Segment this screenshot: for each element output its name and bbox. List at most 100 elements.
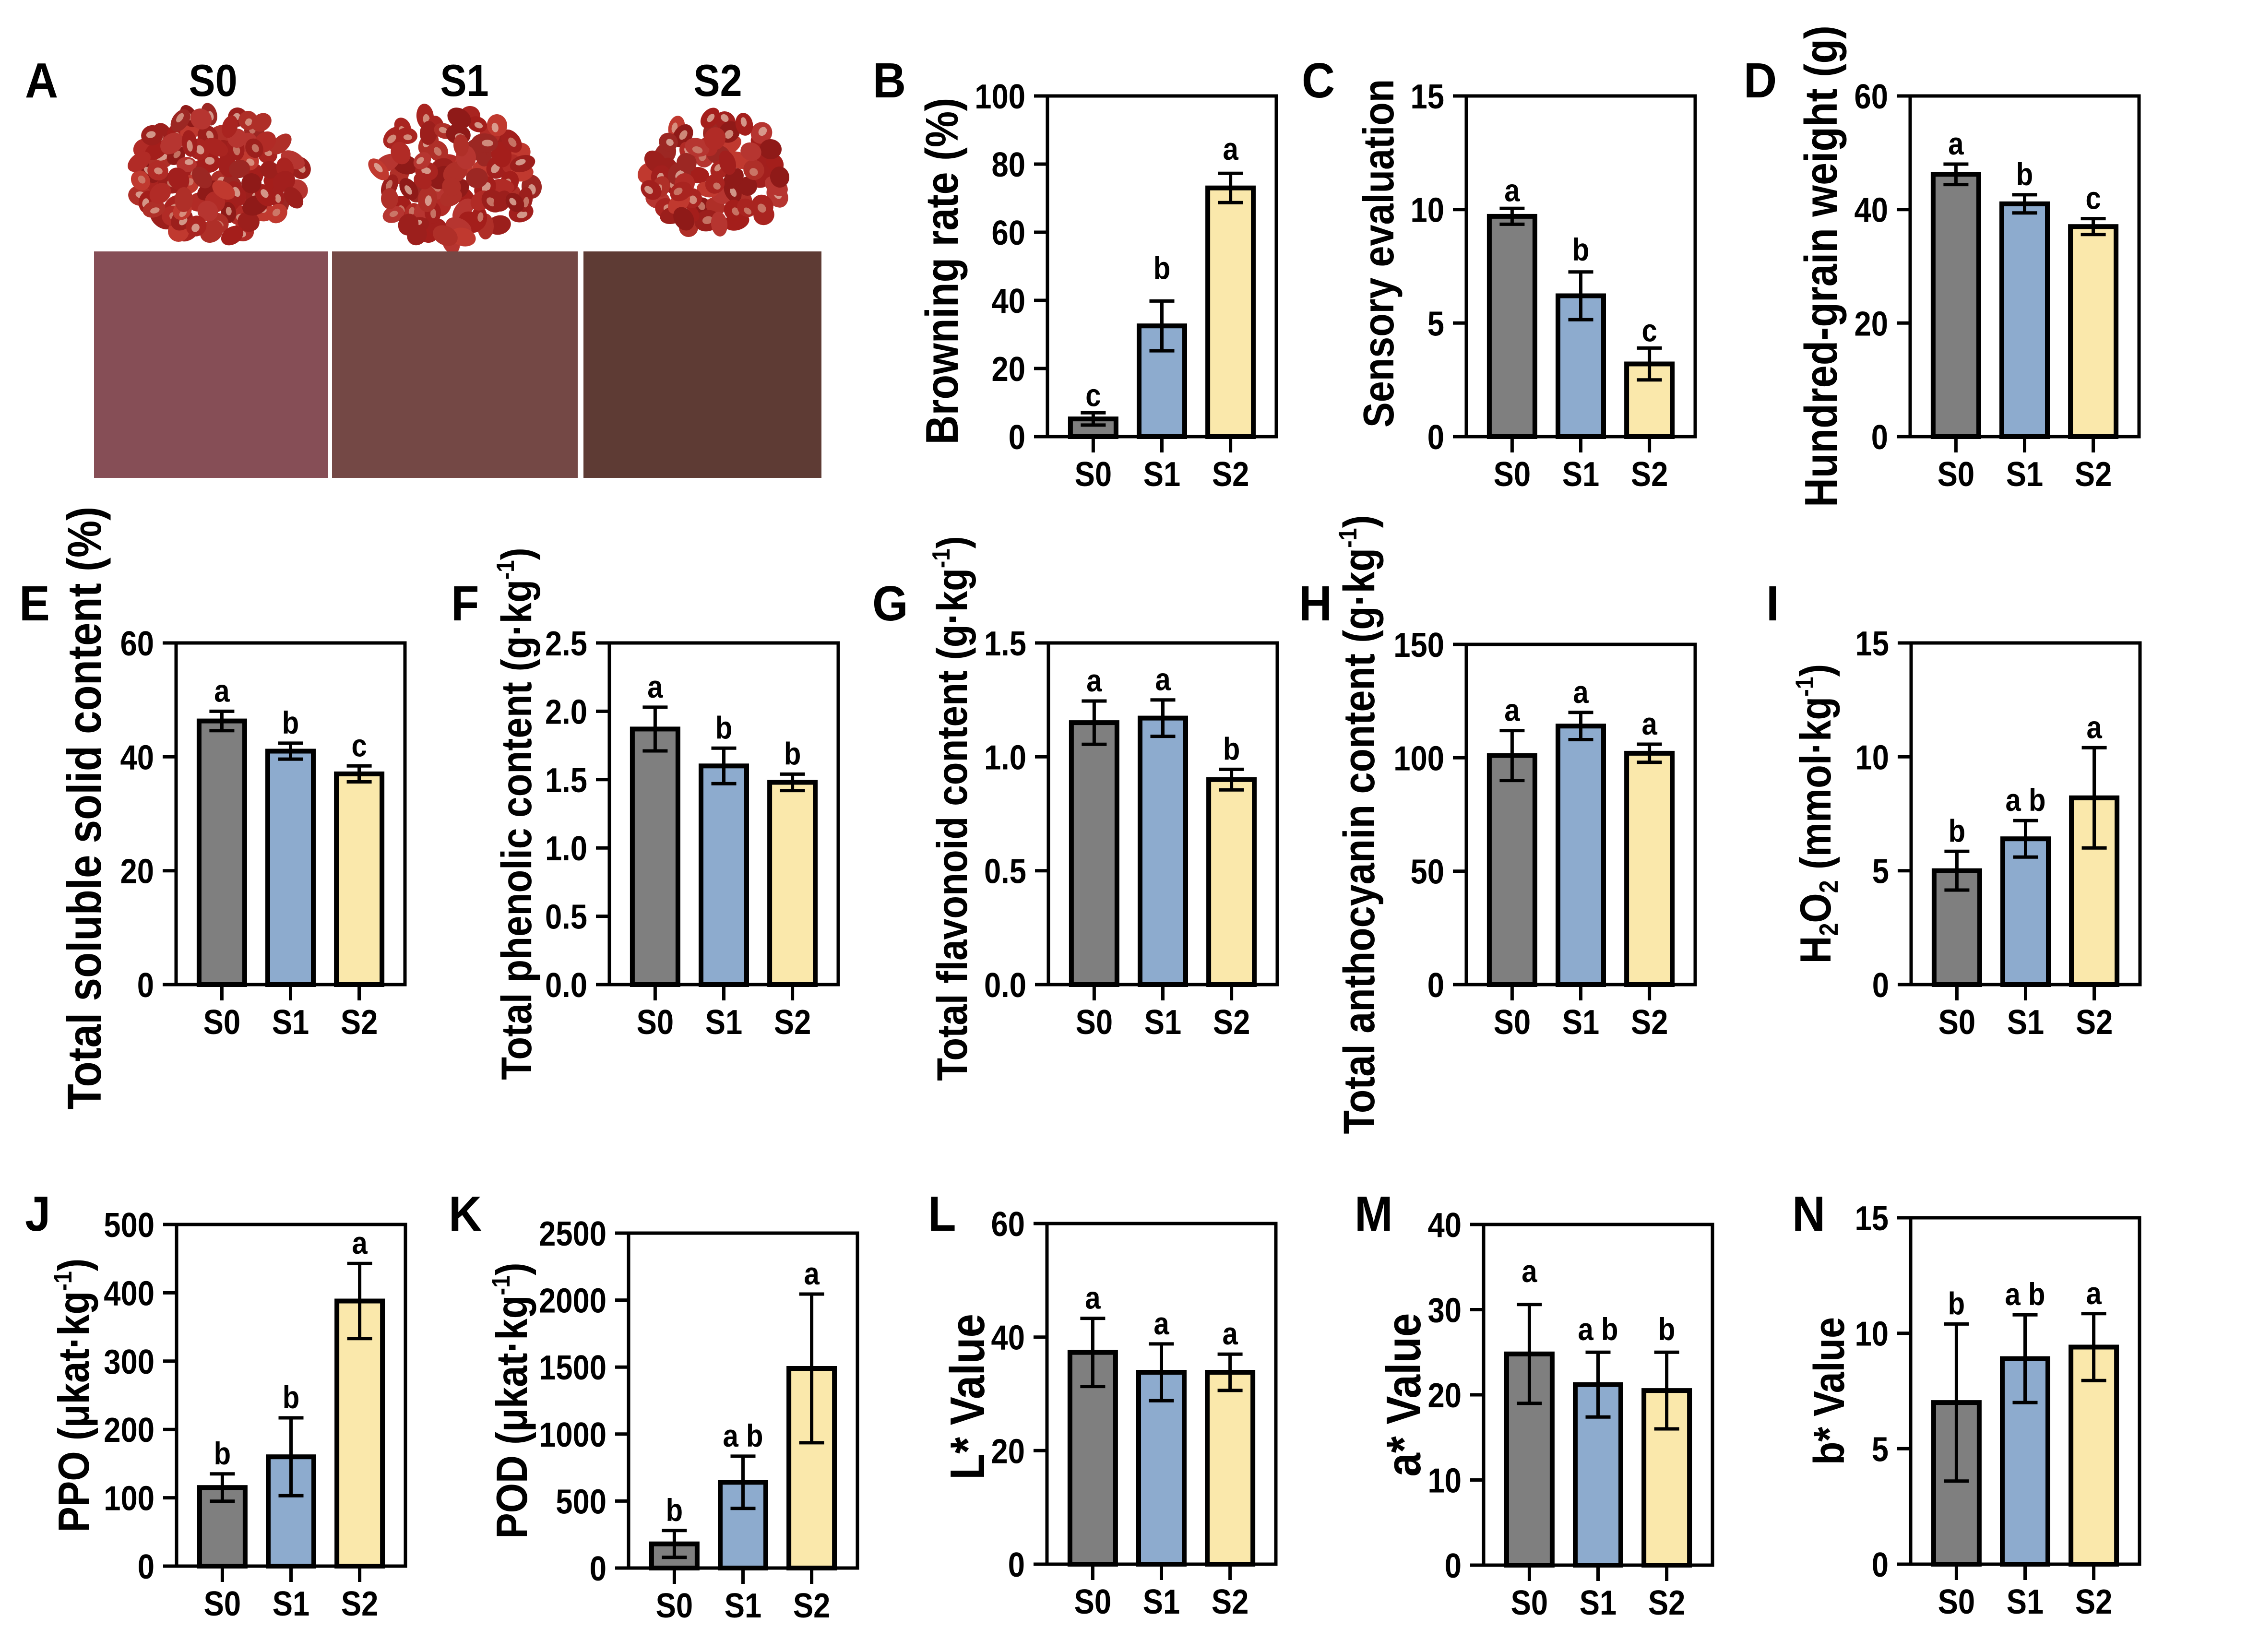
svg-text:S2: S2 — [774, 1003, 811, 1042]
svg-text:40: 40 — [1428, 1206, 1462, 1245]
svg-text:H2​O2​ (mmol·kg-1​): H2​O2​ (mmol·kg-1​) — [1790, 664, 1843, 964]
svg-text:b: b — [1949, 814, 1965, 849]
svg-text:Total anthocyanin content (g·k: Total anthocyanin content (g·kg-1​) — [1333, 515, 1384, 1134]
svg-text:S2: S2 — [1212, 1583, 1248, 1621]
svg-text:0: 0 — [1445, 1547, 1462, 1585]
svg-text:S1: S1 — [273, 1585, 309, 1623]
svg-text:H: H — [1299, 576, 1332, 631]
svg-text:S2: S2 — [341, 1003, 378, 1042]
svg-text:S2: S2 — [1213, 1003, 1250, 1042]
svg-text:S1: S1 — [1143, 1583, 1180, 1621]
svg-text:20: 20 — [120, 853, 154, 891]
svg-text:S0: S0 — [203, 1003, 240, 1042]
svg-text:PPO (μkat·kg-1​): PPO (μkat·kg-1​) — [48, 1259, 98, 1533]
svg-text:a: a — [1153, 1307, 1169, 1342]
svg-text:Total flavonoid content (g·kg-: Total flavonoid content (g·kg-1​) — [927, 536, 976, 1081]
svg-text:1500: 1500 — [539, 1349, 606, 1387]
svg-text:S1: S1 — [440, 55, 488, 106]
svg-text:S0: S0 — [204, 1585, 241, 1623]
svg-text:S1: S1 — [1562, 455, 1599, 494]
svg-text:10: 10 — [1855, 1315, 1889, 1354]
svg-text:a: a — [214, 674, 230, 709]
svg-text:G: G — [872, 576, 908, 631]
svg-text:1.0: 1.0 — [984, 739, 1026, 777]
svg-text:S1: S1 — [705, 1003, 742, 1042]
svg-text:b: b — [282, 706, 299, 741]
svg-text:M: M — [1355, 1187, 1393, 1242]
svg-text:A: A — [25, 53, 58, 108]
svg-text:a b: a b — [1578, 1312, 1618, 1347]
svg-text:a: a — [647, 670, 663, 705]
svg-text:a: a — [1222, 1317, 1238, 1352]
svg-text:S1: S1 — [2006, 455, 2043, 494]
svg-text:S1: S1 — [272, 1003, 309, 1042]
svg-text:15: 15 — [1411, 78, 1444, 116]
svg-text:S2: S2 — [1212, 455, 1249, 494]
svg-text:b: b — [1658, 1312, 1675, 1347]
svg-text:S0: S0 — [1075, 455, 1112, 494]
svg-text:1.5: 1.5 — [545, 761, 587, 800]
svg-text:100: 100 — [104, 1480, 155, 1518]
svg-text:Total phenolic content (g·kg-1: Total phenolic content (g·kg-1​) — [492, 547, 540, 1080]
svg-text:K: K — [449, 1187, 482, 1242]
svg-text:0.0: 0.0 — [545, 966, 587, 1005]
svg-text:5: 5 — [1872, 853, 1889, 891]
svg-text:a: a — [804, 1257, 820, 1292]
svg-text:50: 50 — [1411, 853, 1444, 891]
svg-text:S2: S2 — [1631, 1003, 1668, 1042]
svg-text:0: 0 — [1872, 1546, 1889, 1584]
svg-text:b: b — [666, 1493, 683, 1528]
svg-text:Hundred-grain weight (g): Hundred-grain weight (g) — [1795, 25, 1847, 507]
svg-text:S0: S0 — [656, 1587, 693, 1625]
svg-text:L: L — [928, 1187, 956, 1242]
svg-text:Sensory evaluation: Sensory evaluation — [1354, 79, 1403, 428]
svg-text:E: E — [19, 576, 50, 631]
svg-text:a: a — [1223, 132, 1238, 167]
svg-text:20: 20 — [1855, 305, 1888, 344]
svg-text:0: 0 — [590, 1550, 606, 1588]
svg-text:S2: S2 — [2075, 1583, 2112, 1621]
svg-text:b: b — [715, 711, 732, 746]
svg-text:a b: a b — [2005, 1277, 2045, 1312]
svg-text:2000: 2000 — [539, 1282, 606, 1320]
svg-text:S0: S0 — [1494, 455, 1531, 494]
svg-text:a b: a b — [2006, 783, 2046, 818]
svg-text:300: 300 — [104, 1343, 155, 1381]
svg-text:J: J — [25, 1187, 50, 1242]
svg-text:N: N — [1792, 1187, 1825, 1242]
svg-text:0: 0 — [1008, 1546, 1025, 1584]
svg-text:b: b — [2016, 157, 2033, 192]
svg-text:0: 0 — [1871, 418, 1888, 457]
svg-text:60: 60 — [991, 1205, 1025, 1244]
svg-text:S0: S0 — [1938, 1003, 1975, 1042]
svg-text:b: b — [214, 1436, 231, 1471]
svg-text:100: 100 — [1393, 740, 1444, 778]
svg-text:a: a — [1948, 127, 1964, 162]
svg-text:150: 150 — [1393, 626, 1444, 665]
svg-text:30: 30 — [1428, 1292, 1462, 1330]
svg-text:a: a — [1085, 1281, 1101, 1316]
svg-text:500: 500 — [104, 1206, 155, 1245]
svg-text:10: 10 — [1428, 1462, 1462, 1500]
svg-text:c: c — [1085, 378, 1101, 413]
svg-text:S1: S1 — [1580, 1584, 1617, 1622]
svg-text:0: 0 — [137, 966, 154, 1005]
svg-text:a: a — [1155, 662, 1171, 697]
svg-text:S2: S2 — [793, 1587, 830, 1625]
svg-text:a: a — [1504, 173, 1520, 208]
svg-text:40: 40 — [120, 739, 154, 777]
svg-text:2.5: 2.5 — [545, 625, 587, 663]
svg-text:1.5: 1.5 — [984, 625, 1026, 663]
svg-text:2.0: 2.0 — [545, 693, 587, 732]
svg-text:80: 80 — [992, 146, 1025, 184]
svg-text:S1: S1 — [1143, 455, 1180, 494]
svg-text:S0: S0 — [1938, 1583, 1975, 1621]
svg-text:40: 40 — [991, 1319, 1025, 1357]
svg-text:c: c — [1641, 313, 1657, 348]
svg-text:a b: a b — [723, 1419, 763, 1454]
svg-text:c: c — [351, 728, 367, 763]
svg-text:B: B — [873, 53, 906, 108]
svg-text:15: 15 — [1855, 625, 1889, 663]
svg-text:100: 100 — [975, 78, 1025, 116]
svg-text:C: C — [1302, 53, 1335, 108]
